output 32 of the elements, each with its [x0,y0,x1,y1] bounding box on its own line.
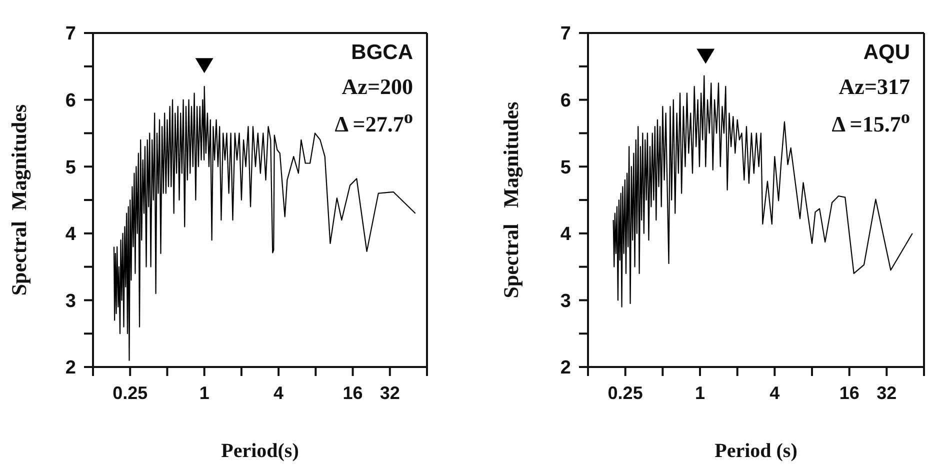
x-tick-label: 0.25 [608,382,643,403]
x-tick-label: 16 [839,382,860,403]
annotation: BGCA [351,41,413,65]
y-tick-label: 3 [65,290,76,312]
y-tick-label: 7 [560,24,571,45]
annotation: Δ =15.7$^{o}$ [832,107,910,138]
annotation: Az=317 [838,74,910,100]
y-tick-label: 5 [65,157,76,178]
y-tick-label: 4 [65,224,76,246]
y-axis-title: Spectral Magnitudes [7,104,31,296]
y-tick-label: 7 [65,24,76,45]
y-axis-title: Spectral Magnitudes [499,102,523,298]
y-tick-label: 4 [560,224,572,246]
x-tick-label: 1 [694,382,706,403]
x-tick-label: 0.25 [112,382,148,403]
y-tick-label: 6 [560,90,571,112]
y-tick-label: 2 [560,358,571,379]
y-tick-label: 6 [65,90,76,112]
annotation: Az=200 [342,74,413,100]
annotation: AQU [863,41,910,65]
x-axis-title: Period(s) [221,440,299,462]
x-tick-label: 16 [342,382,363,403]
x-tick-label: 32 [876,382,897,403]
x-tick-label: 1 [199,382,210,403]
y-tick-label: 5 [560,157,572,178]
x-tick-label: 4 [770,382,780,403]
y-tick-label: 2 [65,358,76,379]
annotation: Δ =27.7$^{o}$ [334,107,413,138]
x-axis-title: Period (s) [714,440,798,462]
x-tick-label: 32 [380,382,400,403]
y-tick-label: 3 [560,290,571,312]
x-tick-label: 4 [274,382,284,403]
